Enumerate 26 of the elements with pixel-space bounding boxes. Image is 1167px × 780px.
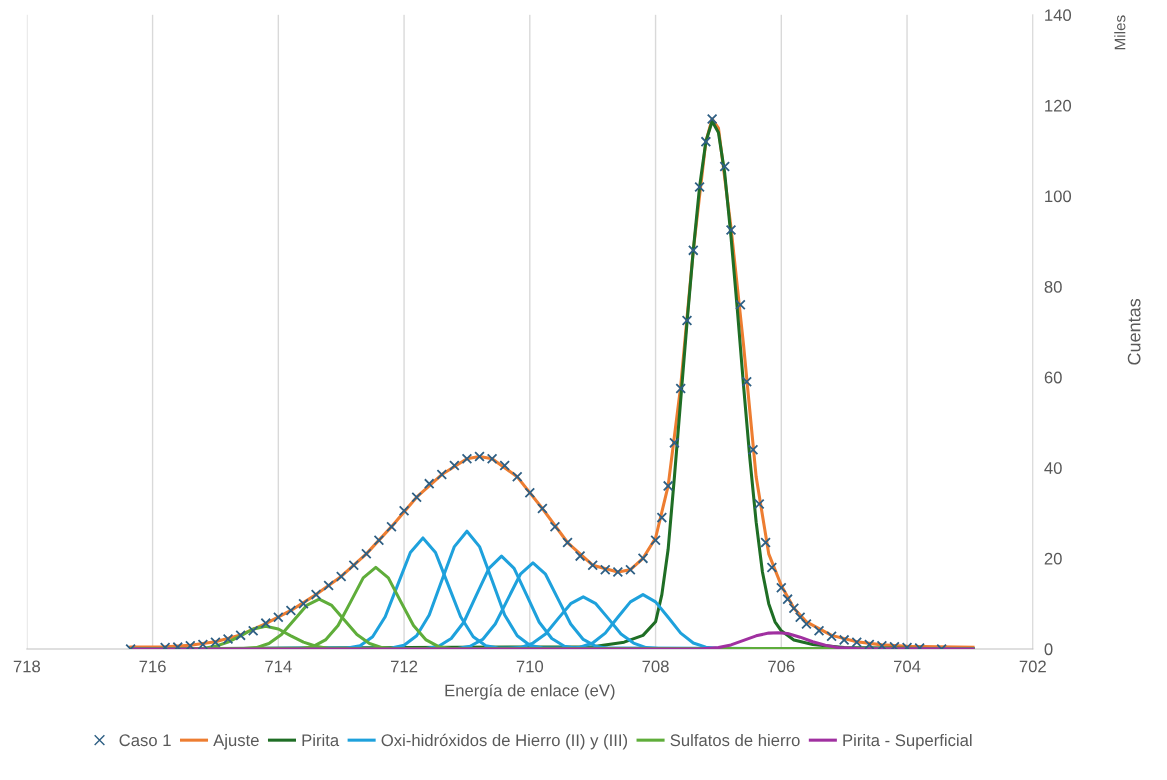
text: Miles bbox=[1114, 15, 1126, 50]
x-tick-label: 706 bbox=[768, 660, 795, 673]
x-tick-label: 708 bbox=[642, 660, 669, 673]
y-tick-label: 60 bbox=[1044, 371, 1062, 384]
legend-label: Pirita - Superficial bbox=[843, 733, 972, 750]
legend-label: Ajuste bbox=[213, 733, 259, 750]
y-tick-label: 0 bbox=[1044, 643, 1053, 656]
x-tick-label: 716 bbox=[139, 660, 166, 673]
y-tick-label: 100 bbox=[1045, 190, 1072, 203]
x-tick-label: 702 bbox=[1019, 660, 1046, 673]
y-tick-label: 140 bbox=[1045, 9, 1072, 22]
x-tick-label: 712 bbox=[391, 660, 418, 673]
y-tick-label: 120 bbox=[1045, 99, 1072, 112]
y-tick-label: 40 bbox=[1044, 462, 1062, 474]
x-tick-label: 704 bbox=[894, 660, 921, 673]
x-tick-label: 718 bbox=[13, 660, 41, 673]
x-axis-title: Energía de enlace (eV) bbox=[445, 683, 615, 700]
y-tick-label: 20 bbox=[1044, 552, 1062, 565]
y-tick-label: 80 bbox=[1044, 281, 1062, 293]
legend-label: Sulfatos de hierro bbox=[670, 733, 800, 747]
x-tick-label: 710 bbox=[516, 660, 544, 673]
legend-label: Oxi-hidróxidos de Hierro (II) y (III) bbox=[381, 733, 628, 750]
legend-label: Caso 1 bbox=[119, 734, 171, 747]
x-tick-label: 714 bbox=[265, 660, 292, 673]
legend-label: Pirita bbox=[302, 733, 340, 747]
y-axis-title: Cuentas bbox=[1127, 298, 1141, 365]
